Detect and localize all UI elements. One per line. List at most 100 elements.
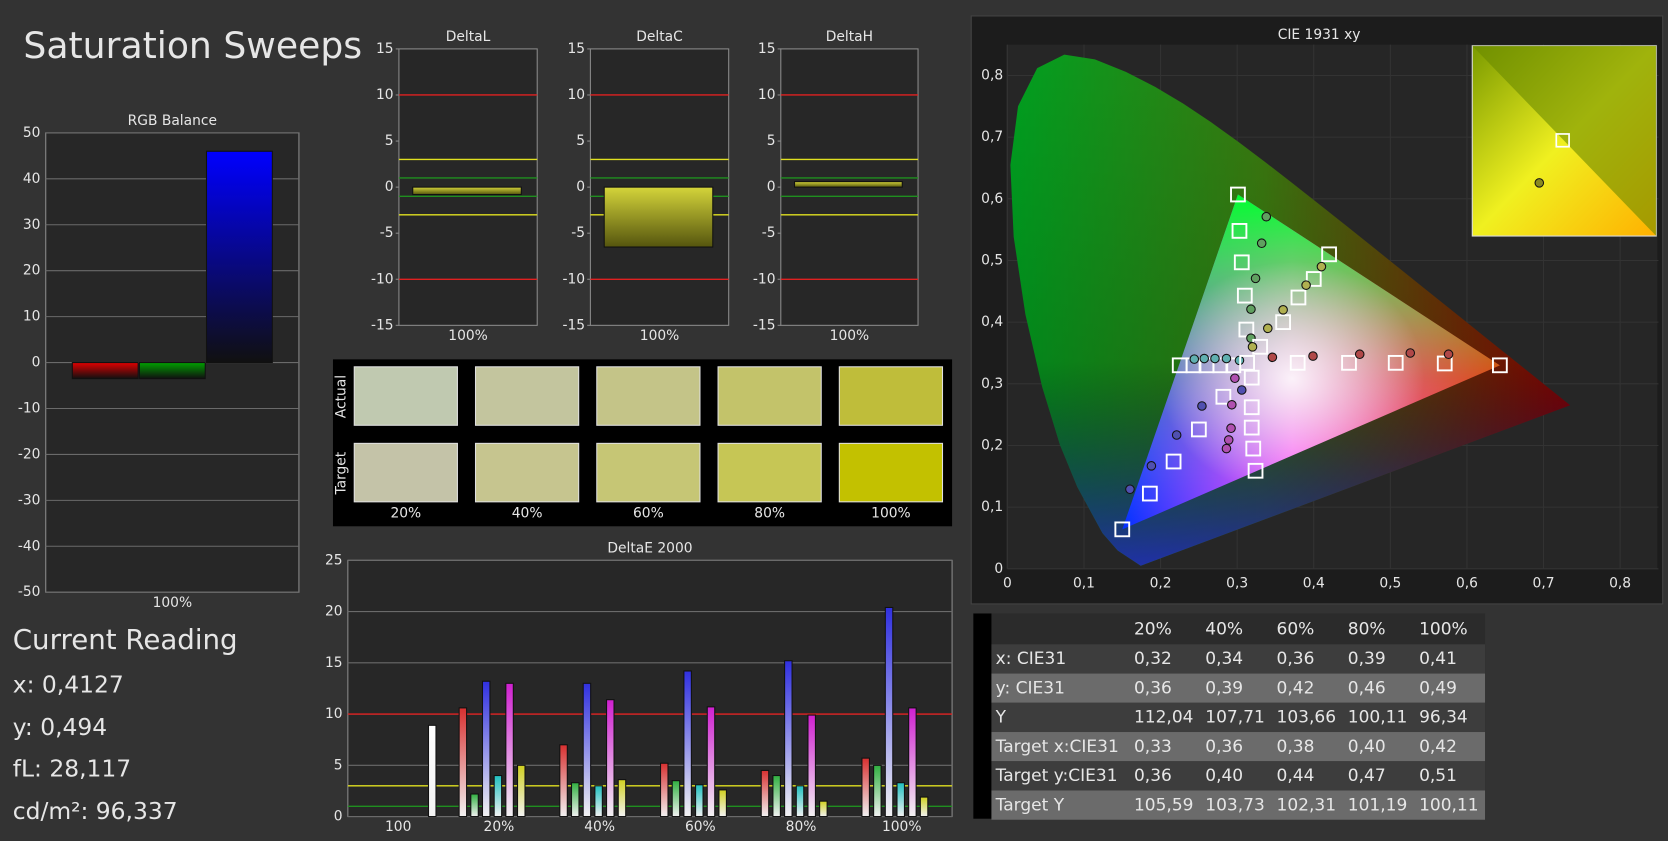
table-cell: 103,73: [1205, 795, 1265, 815]
reading-title: Current Reading: [13, 623, 238, 656]
measured-point: [1256, 238, 1267, 249]
table-cell: 0,34: [1205, 649, 1243, 669]
bar: [772, 775, 781, 818]
measured-point: [1221, 353, 1232, 364]
measured-point: [1263, 323, 1273, 334]
bar: [819, 800, 828, 818]
measured-point: [1226, 423, 1236, 434]
x-tick-label: 60%: [685, 819, 716, 835]
measured-point: [1316, 261, 1327, 272]
target-point: [1238, 321, 1255, 338]
swatch-column-label: 40%: [512, 506, 543, 522]
bar: [718, 789, 727, 818]
measured-point: [1247, 342, 1258, 352]
chart-title: DeltaH: [826, 29, 873, 45]
target-point: [1275, 314, 1291, 331]
x-tick-label: 0,7: [1533, 576, 1555, 592]
table-cell: 107,71: [1205, 708, 1265, 728]
chart-title: DeltaE 2000: [607, 541, 692, 557]
actual-swatch: [474, 366, 580, 426]
y-tick-label: 0: [32, 355, 41, 371]
y-tick-label: 0: [994, 561, 1003, 577]
table-cell: 0,47: [1348, 766, 1386, 786]
y-tick-label: 20: [23, 263, 41, 279]
x-tick-label: 40%: [584, 819, 615, 835]
y-tick-label: -10: [753, 271, 776, 287]
measured-point: [1278, 305, 1288, 315]
y-tick-label: 10: [567, 87, 585, 103]
y-tick-label: 0,4: [981, 314, 1003, 330]
table-cell: 103,66: [1277, 708, 1337, 728]
target-point: [1230, 186, 1246, 203]
table-stub: [973, 613, 992, 819]
target-point: [1171, 357, 1188, 374]
measured-point: [1250, 273, 1261, 284]
target-point: [1236, 287, 1253, 304]
measured-point: [1236, 385, 1247, 395]
bar: [919, 796, 929, 818]
y-tick-label: -15: [563, 317, 586, 333]
y-tick-label: 15: [376, 41, 394, 57]
chart-title: RGB Balance: [128, 113, 217, 129]
bar: [896, 782, 905, 818]
bar: [706, 706, 716, 818]
reading-line: y: 0,494: [13, 713, 107, 741]
measured-point: [1308, 351, 1318, 361]
swatch-row-label: Target: [333, 451, 349, 495]
chart-title: DeltaC: [636, 29, 683, 45]
table-cell: 0,39: [1205, 678, 1243, 698]
table-cell: 0,36: [1134, 678, 1172, 698]
y-tick-label: 50: [23, 125, 41, 141]
y-tick-label: 0,1: [981, 499, 1003, 515]
measured-point: [1227, 400, 1237, 410]
bar: [908, 707, 917, 818]
y-tick-label: 25: [325, 552, 343, 568]
y-tick-label: 5: [385, 133, 394, 149]
y-tick-label: -10: [371, 271, 394, 287]
reading-line: x: 0,4127: [13, 670, 124, 698]
y-tick-label: -50: [18, 584, 41, 600]
table-cell: 0,40: [1205, 766, 1243, 786]
y-tick-label: 0: [334, 809, 343, 825]
y-tick-label: 0,2: [981, 437, 1003, 453]
table-cell: 0,51: [1419, 766, 1457, 786]
target-point: [1289, 354, 1306, 371]
bar: [873, 764, 882, 818]
bar: [784, 660, 793, 818]
table-header: 100%: [1419, 619, 1468, 639]
measured-point: [1261, 211, 1272, 222]
y-tick-label: -30: [18, 492, 41, 508]
y-tick-label: -15: [753, 317, 776, 333]
table-cell: 0,44: [1277, 766, 1315, 786]
y-tick-label: 30: [23, 217, 41, 233]
swatch-column-label: 100%: [871, 506, 911, 522]
y-tick-label: -5: [762, 225, 776, 241]
target-point: [1239, 354, 1255, 371]
table-cell: 0,33: [1134, 737, 1172, 757]
y-tick-label: 20: [325, 604, 343, 620]
target-point: [1243, 399, 1260, 416]
table-cell: 0,32: [1134, 649, 1172, 669]
table-header: 20%: [1134, 619, 1172, 639]
target-swatch: [353, 442, 458, 503]
bar: [412, 186, 522, 196]
y-tick-label: 0,7: [981, 129, 1003, 145]
measured-point: [1146, 461, 1157, 471]
swatch-column-label: 60%: [633, 506, 664, 522]
target-point: [1305, 271, 1322, 287]
target-swatch: [474, 442, 580, 503]
table-cell: 0,40: [1348, 737, 1386, 757]
table-row: [991, 761, 1486, 791]
y-tick-label: 0: [767, 179, 776, 195]
gamut-triangle-white: [1122, 194, 1500, 530]
target-point: [1290, 289, 1307, 306]
x-tick-label: 0,3: [1226, 576, 1248, 592]
table-cell: 0,36: [1134, 766, 1172, 786]
y-tick-label: 0: [385, 179, 394, 195]
y-tick-label: -20: [18, 446, 41, 462]
measured-point: [1221, 443, 1232, 454]
target-point: [1243, 419, 1260, 436]
table-cell: 0,49: [1419, 678, 1457, 698]
bar: [493, 775, 503, 818]
bar: [71, 362, 139, 380]
